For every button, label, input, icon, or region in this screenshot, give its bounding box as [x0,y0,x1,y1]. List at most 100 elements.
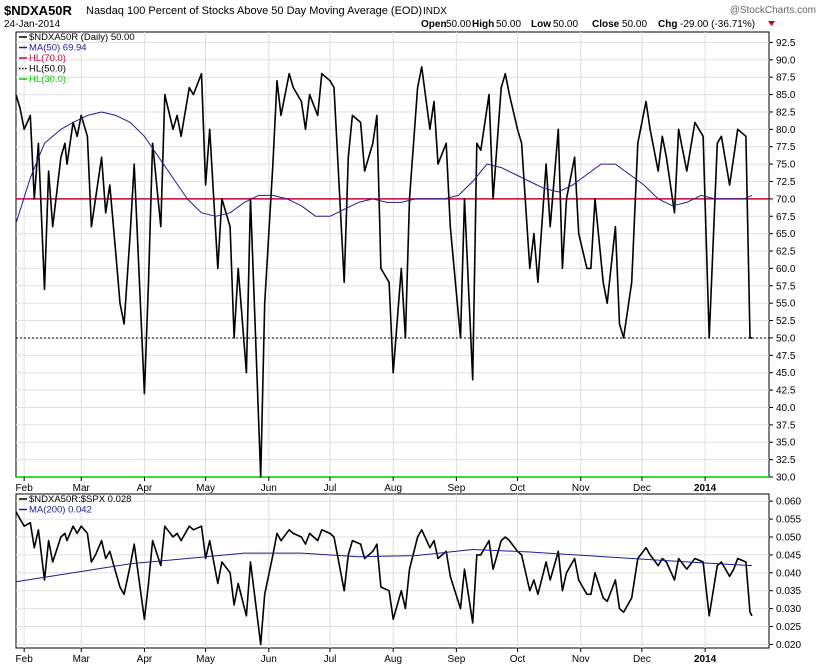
low-label: Low [531,19,551,30]
main-ytick-label: 32.5 [776,455,796,466]
main-ytick-label: 50.0 [776,333,796,344]
main-ytick-label: 37.5 [776,420,796,431]
ratio-xtick-label: Aug [384,654,402,665]
ratio-xtick-label: Jul [324,654,337,665]
chg-label: Chg [658,19,677,30]
ratio-xtick-label: Oct [510,654,526,665]
main-ytick-label: 92.5 [776,38,796,49]
main-ytick-label: 75.0 [776,160,796,171]
main-ytick-label: 87.5 [776,73,796,84]
low-value: 50.00 [553,19,578,30]
main-ytick-label: 70.0 [776,194,796,205]
main-xtick-label: 2014 [694,483,717,494]
main-xtick-label: Jun [261,483,277,494]
main-ytick-label: 77.5 [776,142,796,153]
ratio-ytick-label: 0.045 [776,550,801,561]
stockcharts-watermark: @StockCharts.com [730,5,816,16]
main-ytick-label: 90.0 [776,55,796,66]
main-xtick-label: Oct [510,483,526,494]
main-x-axis: Feb Mar Apr May Jun Jul Aug Sep Oct Nov Dec 2014 [16,477,717,494]
main-series [15,66,753,478]
ratio-xtick-label: Sep [447,654,465,665]
main-xtick-label: Sep [447,483,465,494]
ratio-xtick-label: May [196,654,215,665]
main-ytick-label: 65.0 [776,229,796,240]
main-legend-label: HL(70.0) [29,53,66,64]
main-xtick-label: Aug [384,483,402,494]
main-ytick-label: 47.5 [776,351,796,362]
chart-exchange: INDX [423,6,447,17]
open-value: 50.00 [446,19,471,30]
ratio-legend-label: $NDXA50R:$SPX 0.028 [29,494,131,505]
main-ytick-label: 30.0 [776,473,796,484]
ratio-ytick-label: 0.030 [776,604,801,615]
ratio-ytick-label: 0.040 [776,568,801,579]
main-xtick-label: Mar [73,483,91,494]
main-xtick-label: Nov [572,483,590,494]
main-series-price [15,66,752,478]
main-ytick-label: 67.5 [776,212,796,223]
main-y-axis: 30.0 32.5 35.0 37.5 40.0 42.5 45.0 47.5 50.0 52.5… [769,38,796,484]
ratio-xtick-label: Apr [137,654,153,665]
main-ytick-label: 80.0 [776,125,796,136]
main-legend-label: HL(30.0) [29,74,66,85]
chart-symbol: $NDXA50R [4,3,73,18]
main-ytick-label: 62.5 [776,247,796,258]
chart-date: 24-Jan-2014 [4,19,61,30]
down-triangle-icon [768,21,775,26]
main-panel: 30.0 32.5 35.0 37.5 40.0 42.5 45.0 47.5 50.0 52.5… [15,31,796,484]
main-ytick-label: 60.0 [776,264,796,275]
ratio-ytick-label: 0.060 [776,497,801,508]
ratio-xtick-label: Nov [572,654,590,665]
main-ytick-label: 57.5 [776,281,796,292]
ratio-ytick-label: 0.020 [776,640,801,651]
open-label: Open [421,19,447,30]
ratio-gridlines [16,494,769,648]
ratio-x-axis: Feb Mar Apr May Jun Jul Aug Sep Oct Nov Dec 2014 [16,648,717,665]
main-legend-label: MA(50) 69.94 [29,43,87,54]
ratio-ytick-label: 0.025 [776,622,801,633]
ratio-ytick-label: 0.055 [776,515,801,526]
main-ytick-label: 35.0 [776,438,796,449]
high-label: High [472,19,494,30]
ratio-xtick-label: Feb [16,654,34,665]
main-xtick-label: Jul [324,483,337,494]
ratio-legend-label: MA(200) 0.042 [29,505,92,516]
chart-title: Nasdaq 100 Percent of Stocks Above 50 Da… [86,5,422,17]
main-ytick-label: 85.0 [776,90,796,101]
main-xtick-label: Feb [16,483,34,494]
main-xtick-label: Apr [137,483,153,494]
ratio-xtick-label: Dec [633,654,651,665]
main-series-ma [15,111,753,224]
high-value: 50.00 [496,19,521,30]
ratio-panel: 0.020 0.025 0.030 0.035 0.040 0.045 0.050 0.055… [15,493,801,651]
ratio-y-axis: 0.020 0.025 0.030 0.035 0.040 0.045 0.050 0.055… [769,497,801,651]
main-ytick-label: 52.5 [776,316,796,327]
ratio-series-price [15,511,753,646]
chg-value: -29.00 (-36.71%) [680,19,755,30]
ratio-ytick-label: 0.050 [776,532,801,543]
main-panel-frame [15,31,770,478]
main-legend-label: HL(50.0) [29,64,66,75]
close-value: 50.00 [622,19,647,30]
main-ytick-label: 45.0 [776,368,796,379]
main-ytick-label: 55.0 [776,299,796,310]
ratio-panel-frame [15,493,770,649]
main-xtick-label: Dec [633,483,651,494]
close-label: Close [592,19,620,30]
ratio-xtick-label: 2014 [694,654,717,665]
quote-bar: Open 50.00 High 50.00 Low 50.00 Close 50… [421,19,775,30]
ratio-xtick-label: Jun [261,654,277,665]
main-ytick-label: 42.5 [776,386,796,397]
main-ytick-label: 82.5 [776,107,796,118]
ratio-series-ma [15,549,753,583]
ratio-series [15,511,753,646]
main-xtick-label: May [196,483,215,494]
ratio-xtick-label: Mar [73,654,91,665]
main-ytick-label: 40.0 [776,403,796,414]
main-legend-label: $NDXA50R (Daily) 50.00 [29,32,135,43]
ratio-ytick-label: 0.035 [776,586,801,597]
